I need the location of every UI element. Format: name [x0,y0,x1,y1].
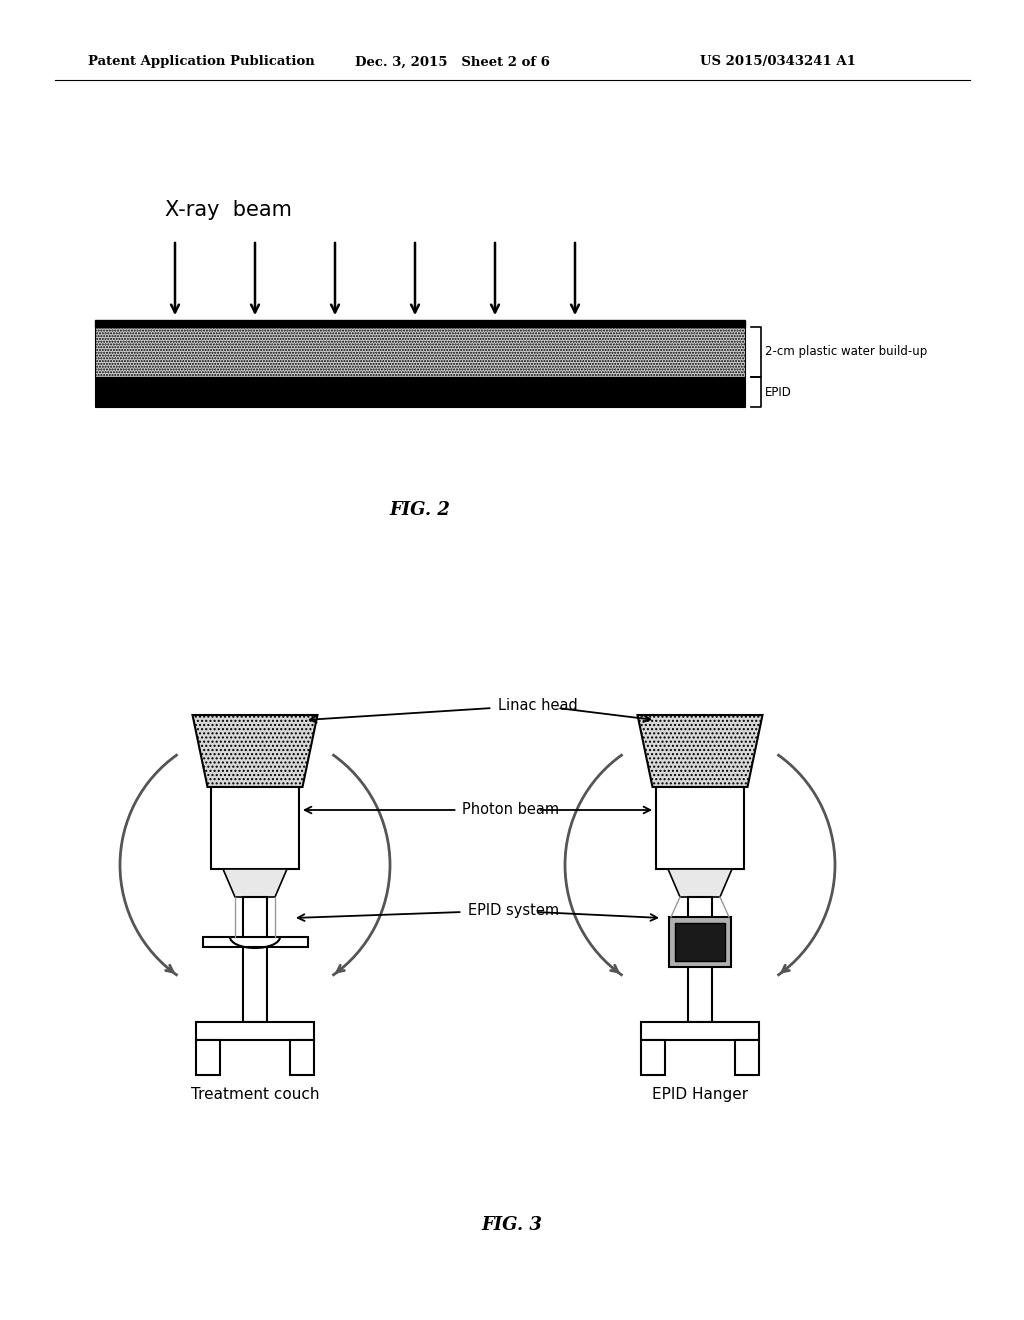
Bar [196,1022,314,1040]
Text: Dec. 3, 2015   Sheet 2 of 6: Dec. 3, 2015 Sheet 2 of 6 [355,55,550,69]
Bar [95,378,745,407]
Bar [95,319,745,327]
Polygon shape [193,715,317,787]
Bar [95,327,745,378]
Bar [669,917,731,968]
Bar [196,1040,220,1074]
Polygon shape [668,869,732,898]
Text: FIG. 2: FIG. 2 [389,502,451,519]
Text: EPID system: EPID system [468,903,559,917]
Bar [641,1022,759,1040]
Text: FIG. 3: FIG. 3 [481,1216,543,1234]
Bar [211,787,299,869]
Polygon shape [223,869,287,898]
Text: Treatment couch: Treatment couch [190,1086,319,1102]
Text: EPID: EPID [765,385,792,399]
Bar [243,898,267,1022]
Text: Patent Application Publication: Patent Application Publication [88,55,314,69]
Text: EPID Hanger: EPID Hanger [652,1086,749,1102]
Text: Photon beam: Photon beam [463,803,560,817]
Text: US 2015/0343241 A1: US 2015/0343241 A1 [700,55,856,69]
Text: 2-cm plastic water build-up: 2-cm plastic water build-up [765,346,928,359]
Bar [641,1040,665,1074]
Text: X-ray  beam: X-ray beam [165,201,292,220]
Bar [688,898,712,1022]
Bar [203,937,307,946]
Bar [675,923,725,961]
Bar [656,787,744,869]
Polygon shape [638,715,763,787]
Bar [290,1040,314,1074]
Bar [735,1040,759,1074]
Text: Linac head: Linac head [498,697,578,713]
